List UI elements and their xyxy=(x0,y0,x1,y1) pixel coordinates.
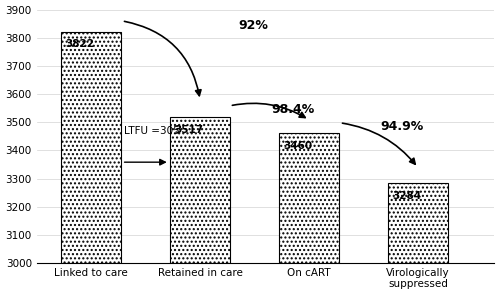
Text: 3822: 3822 xyxy=(65,40,94,49)
Bar xyxy=(388,183,448,263)
Text: 3284: 3284 xyxy=(392,191,421,201)
Bar xyxy=(279,133,339,263)
Text: 3517: 3517 xyxy=(174,125,203,135)
Bar xyxy=(61,32,121,263)
Text: 94.9%: 94.9% xyxy=(380,120,423,133)
Text: 3460: 3460 xyxy=(283,141,312,151)
Text: LTFU =305: LTFU =305 xyxy=(124,126,180,136)
Text: 98.4%: 98.4% xyxy=(271,103,314,116)
Bar xyxy=(170,117,230,263)
Text: 92%: 92% xyxy=(238,19,268,32)
